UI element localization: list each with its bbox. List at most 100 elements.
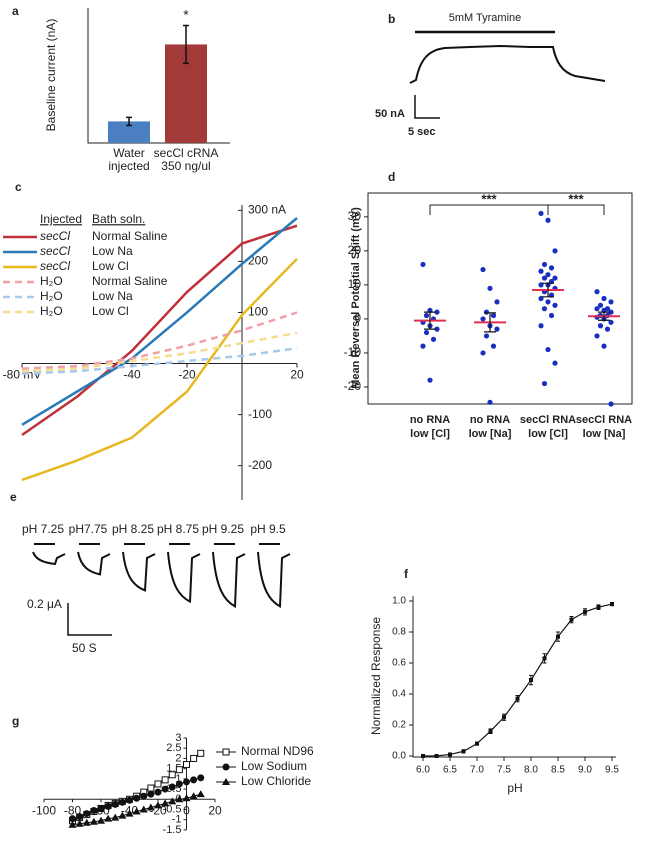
legend-label: Low Na — [92, 244, 133, 258]
fit-line — [423, 603, 613, 757]
data-point — [538, 268, 544, 274]
series-line — [21, 331, 298, 373]
marker — [190, 754, 198, 762]
x-tick-label: 350 ng/ul — [161, 159, 210, 173]
x-tick-label: low [Na] — [583, 428, 626, 440]
panel-letter: g — [12, 714, 19, 728]
y-axis-label: Normalized Response — [369, 617, 383, 735]
marker — [97, 804, 105, 812]
legend-label: Low Sodium — [241, 759, 307, 773]
data-point — [541, 261, 548, 268]
marker — [146, 803, 155, 811]
significance: *** — [568, 191, 584, 206]
data-point — [608, 319, 614, 325]
data-point — [434, 326, 440, 332]
scale-label: 50 S — [72, 641, 97, 655]
legend-header: Bath soln. — [92, 212, 145, 226]
current-trace — [257, 551, 291, 609]
marker — [69, 815, 76, 823]
panel-letter: c — [15, 180, 22, 194]
error-bar — [484, 312, 496, 333]
data-point — [487, 399, 493, 405]
y-tick-label: 0.6 — [392, 658, 406, 669]
data-point — [545, 346, 551, 353]
x-axis-label: pH — [507, 781, 522, 795]
data-point — [541, 380, 548, 387]
data-point — [423, 312, 430, 319]
marker — [175, 780, 183, 788]
marker — [183, 778, 190, 786]
data-point — [490, 312, 497, 319]
data-point — [420, 261, 426, 268]
data-point — [604, 326, 611, 332]
legend-label: Low Chloride — [241, 774, 311, 788]
data-point — [608, 309, 614, 315]
bracket — [547, 204, 605, 215]
x-tick-label: low [Cl] — [528, 428, 568, 440]
marker — [529, 678, 533, 683]
panel-letter: b — [388, 12, 395, 26]
current-trace — [212, 551, 246, 609]
marker — [583, 609, 587, 614]
legend-header: Injected — [40, 212, 82, 226]
marker — [118, 811, 127, 819]
scale-label: 0.2 μA — [27, 597, 62, 611]
y-tick-label: 30 — [348, 209, 362, 223]
marker — [434, 754, 439, 758]
marker — [610, 602, 614, 607]
data-point — [483, 333, 490, 339]
x-tick-label: secCl cRNA — [154, 146, 219, 160]
marker — [190, 776, 198, 784]
stimulus-label: 5mM Tyramine — [449, 12, 522, 24]
legend-label: H₂O — [40, 289, 63, 303]
marker — [168, 783, 176, 791]
y-tick-label: -0.5 — [163, 803, 182, 815]
y-tick-label: -200 — [248, 458, 272, 472]
pulse-label: pH7.75 — [69, 522, 108, 536]
data-point — [548, 265, 555, 271]
pulse-label: pH 8.25 — [112, 522, 154, 536]
y-tick-label: 300 nA — [248, 202, 286, 216]
data-point — [545, 299, 551, 305]
data-point — [538, 323, 544, 329]
marker — [104, 814, 113, 822]
y-tick-label: 0.8 — [392, 627, 406, 638]
legend-label: Low Cl — [92, 259, 129, 273]
marker — [161, 799, 170, 807]
series-line — [21, 257, 298, 482]
panel-letter: f — [404, 567, 409, 581]
marker — [111, 800, 119, 808]
y-tick-label: -1.5 — [163, 824, 182, 836]
marker — [183, 761, 190, 769]
panel-letter: a — [12, 4, 19, 18]
error-bar — [542, 282, 554, 298]
data-point — [423, 329, 430, 336]
data-point — [541, 306, 548, 312]
marker — [168, 771, 176, 779]
marker — [97, 816, 105, 824]
data-point — [552, 248, 558, 254]
x-tick-label: 9.0 — [578, 765, 592, 776]
data-point — [552, 302, 558, 308]
data-point — [548, 312, 555, 319]
marker — [197, 749, 205, 757]
marker — [182, 794, 191, 802]
marker — [161, 776, 169, 784]
data-point — [541, 275, 548, 281]
data-point — [494, 326, 500, 332]
data-point — [480, 350, 486, 356]
plot-frame — [367, 192, 633, 405]
legend-label: Normal ND96 — [241, 744, 314, 758]
legend-label: Low Na — [92, 289, 133, 303]
data-point — [594, 306, 600, 312]
series-line — [21, 346, 298, 375]
x-tick-label: no RNA — [470, 414, 510, 426]
marker — [139, 805, 148, 813]
marker — [75, 819, 84, 827]
y-tick-label: 0 — [354, 311, 361, 325]
marker — [542, 656, 547, 661]
x-tick-label: -80 — [64, 803, 82, 817]
x-tick-label: 7.5 — [497, 765, 511, 776]
data-point — [430, 336, 437, 342]
marker — [515, 696, 520, 701]
